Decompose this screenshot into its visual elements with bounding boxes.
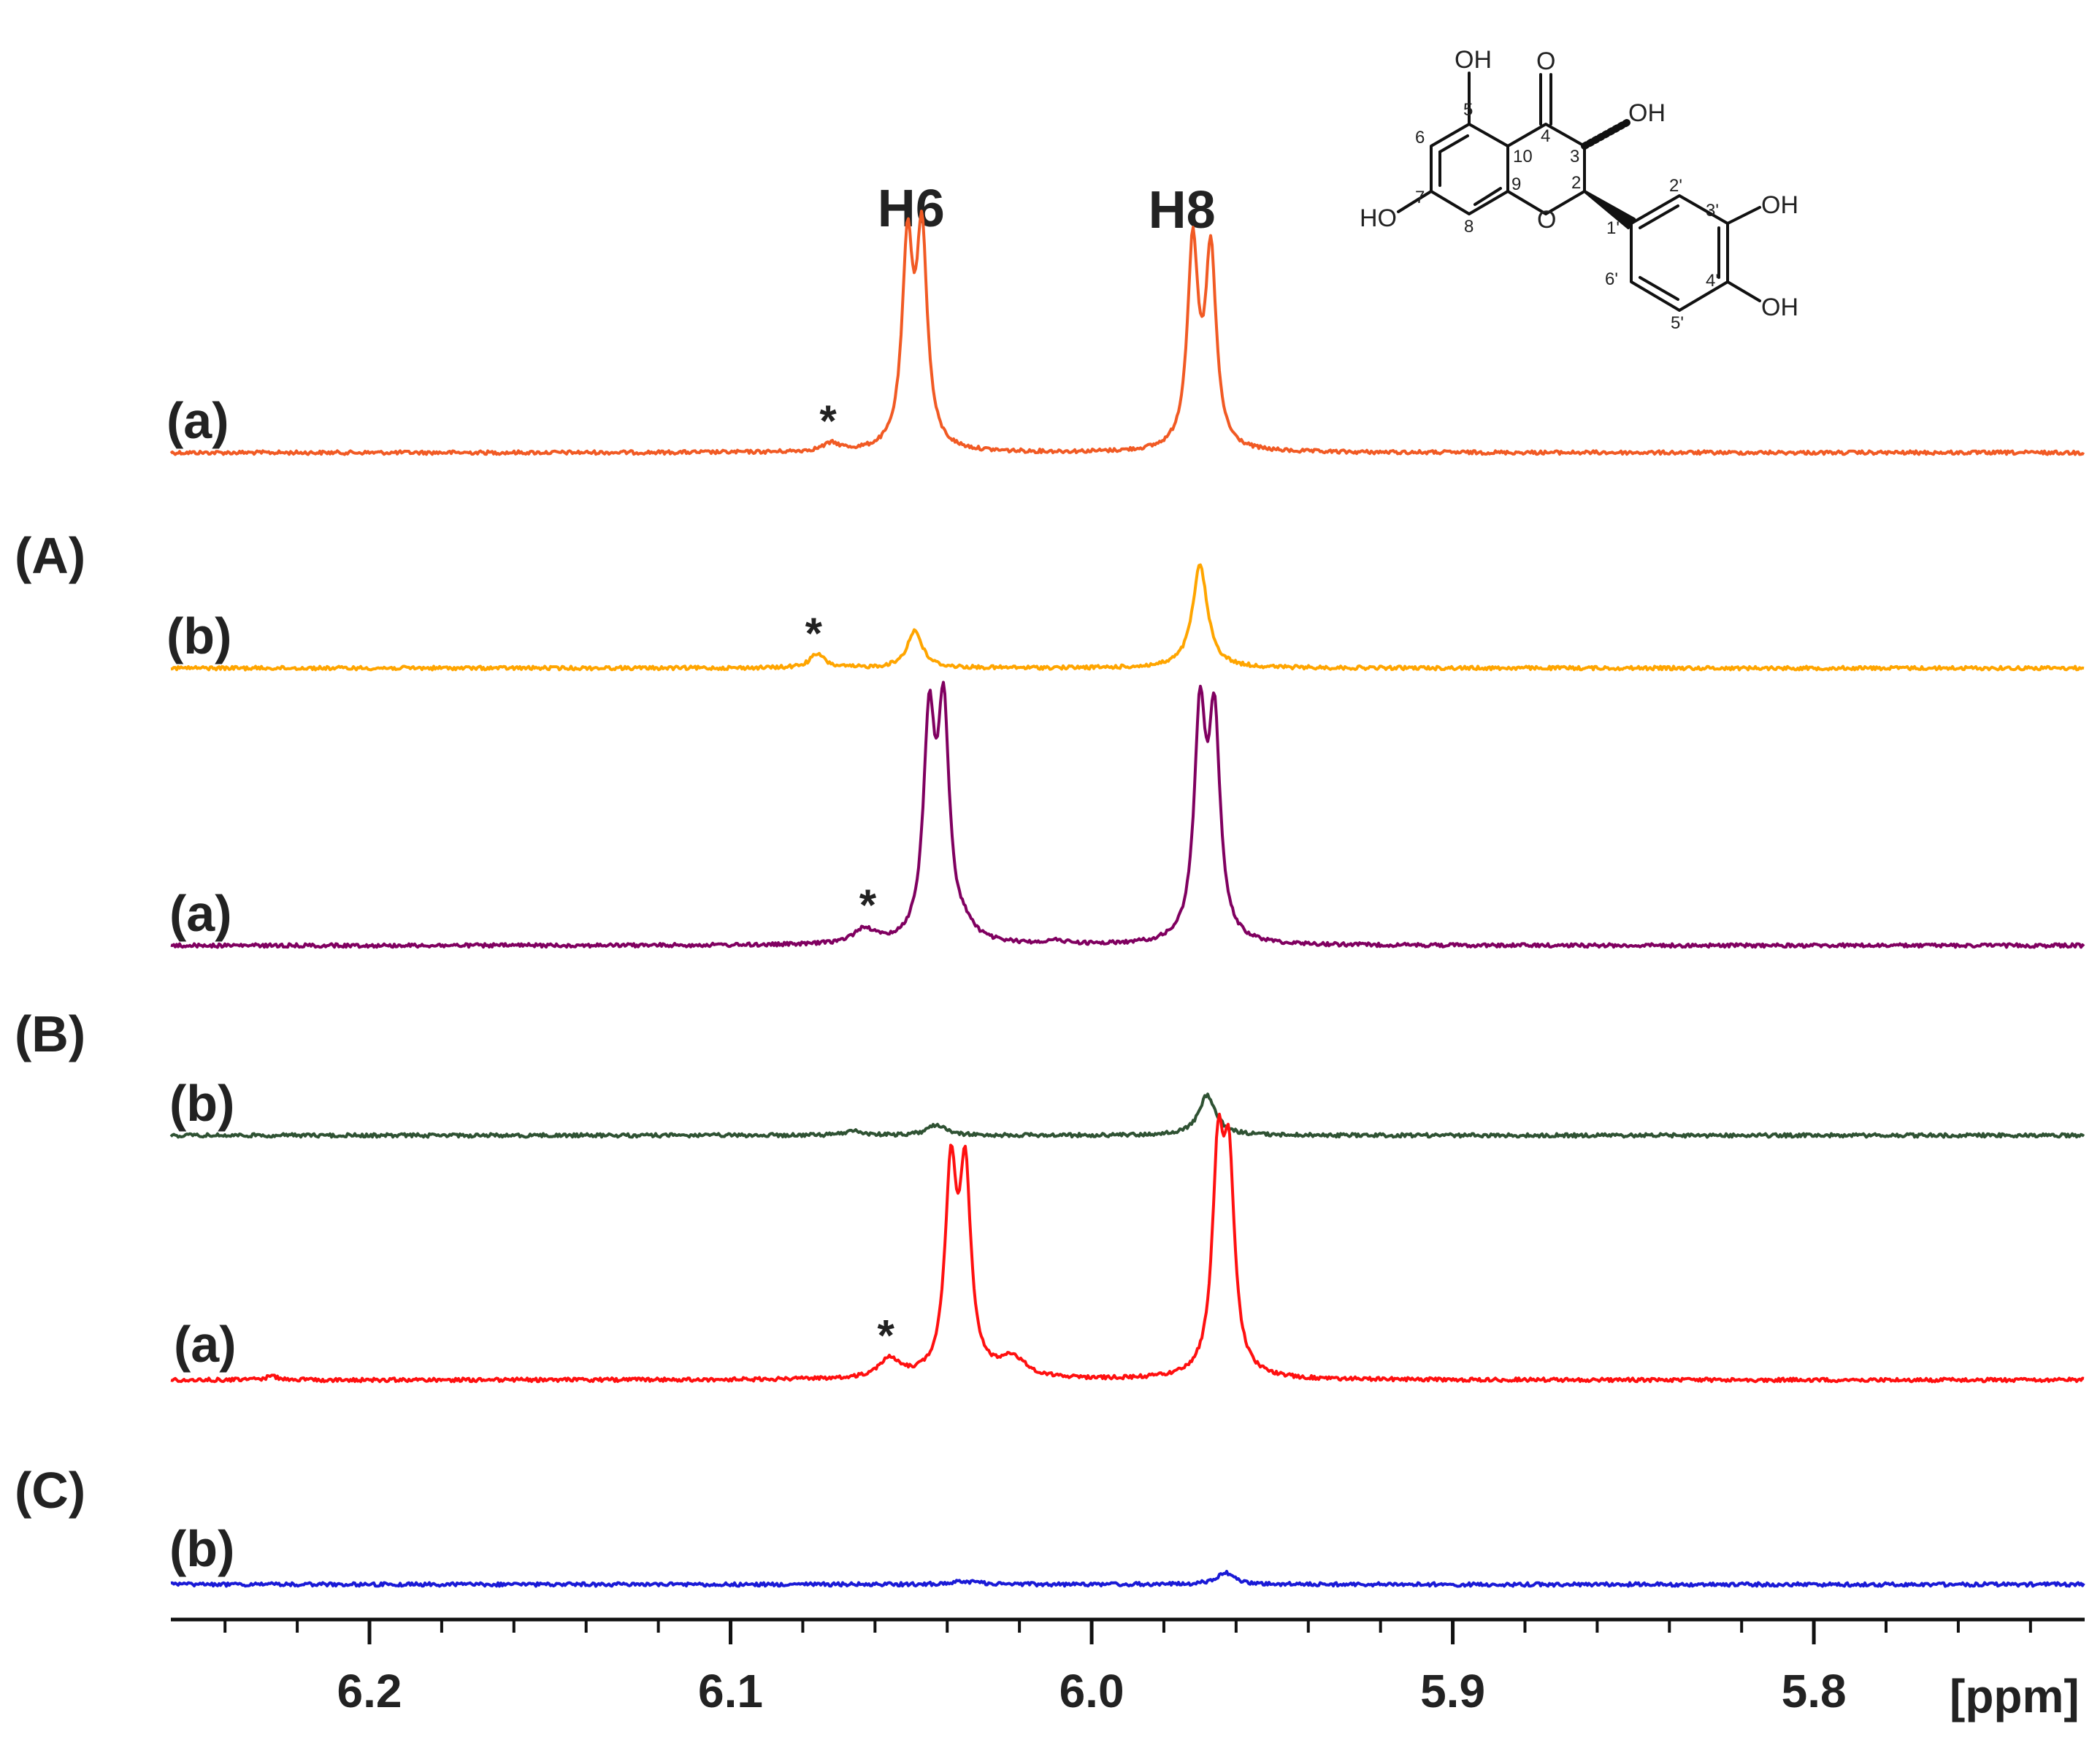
peak-label-h8: H8 <box>1149 181 1216 239</box>
position-number: 6 <box>1415 128 1425 147</box>
atom-label: O <box>1537 206 1556 234</box>
ring-b-double-3 <box>1639 276 1679 301</box>
trace-label-b-a: (a) <box>169 885 232 942</box>
spectrum-trace-c-b <box>170 1570 2085 1588</box>
x-axis: 6.2 6.1 6.0 5.9 5.8 [ppm] <box>171 1617 2085 1722</box>
c3p-oh-bond <box>1726 206 1761 225</box>
position-number: 7 <box>1415 188 1425 207</box>
spectra: * * * * <box>169 210 2085 1588</box>
atom-label: OH <box>1761 294 1798 321</box>
trace-label-a-a: (a) <box>166 392 229 449</box>
ring-a-double-1 <box>1438 134 1469 153</box>
x-tick-label: 6.2 <box>337 1665 402 1717</box>
peak-label-h6: H6 <box>878 180 945 238</box>
spectrum-trace-a-b <box>170 563 2085 672</box>
position-number: 8 <box>1464 217 1474 237</box>
x-axis-ticks: 6.2 6.1 6.0 5.9 5.8 <box>223 1620 2032 1717</box>
position-number: 5 <box>1463 100 1473 120</box>
spectrum-trace-b-b <box>169 1092 2085 1139</box>
impurity-marker: * <box>877 1311 894 1360</box>
atom-label: HO <box>1360 204 1397 232</box>
ring-a-double-3 <box>1474 187 1502 206</box>
ring-a <box>1430 123 1509 215</box>
position-number: 4' <box>1706 271 1719 291</box>
x-axis-label: [ppm] <box>1950 1670 2080 1722</box>
x-tick-label: 5.9 <box>1420 1665 1485 1717</box>
position-number: 9 <box>1511 175 1521 194</box>
molecule-labels: O OH OH HO O OH OH 5 6 7 8 9 10 4 3 2 1'… <box>1360 46 1798 333</box>
ring-b-double-1 <box>1639 204 1679 229</box>
ring-c <box>1506 123 1586 215</box>
group-label-b: (B) <box>15 1005 85 1062</box>
trace-label-c-b: (b) <box>169 1520 234 1577</box>
x-tick-label: 6.0 <box>1059 1665 1124 1717</box>
position-number: 4 <box>1541 126 1550 146</box>
group-label-a: (A) <box>15 527 85 584</box>
position-number: 10 <box>1513 147 1533 166</box>
position-number: 6' <box>1605 269 1618 289</box>
c4p-oh-bond <box>1726 280 1761 302</box>
spectrum-trace-a-a <box>169 210 2085 456</box>
spectrum-trace-b-a <box>170 681 2085 949</box>
position-number: 3' <box>1706 201 1719 221</box>
position-number: 5' <box>1671 313 1684 333</box>
atom-label: O <box>1536 47 1555 75</box>
position-number: 2' <box>1669 176 1682 196</box>
x-tick-label: 5.8 <box>1782 1665 1847 1717</box>
trace-label-c-a: (a) <box>174 1316 237 1373</box>
impurity-marker: * <box>805 609 823 658</box>
trace-label-b-b: (b) <box>169 1075 234 1132</box>
c3-oh-hash <box>1581 119 1630 150</box>
atom-label: OH <box>1628 99 1666 127</box>
spectrum-trace-c-a <box>170 1112 2085 1384</box>
impurity-marker: * <box>859 881 877 930</box>
impurity-marker: * <box>819 396 837 445</box>
atom-label: OH <box>1455 46 1492 74</box>
x-tick-label: 6.1 <box>698 1665 763 1717</box>
position-number: 3 <box>1570 147 1579 166</box>
c7-oh-bond <box>1397 190 1433 213</box>
position-number: 1' <box>1606 218 1620 238</box>
position-number: 2 <box>1571 173 1581 193</box>
atom-label: OH <box>1761 191 1798 219</box>
molecule-structure <box>1397 72 1761 312</box>
group-label-c: (C) <box>15 1462 85 1519</box>
trace-label-a-b: (b) <box>166 608 231 664</box>
